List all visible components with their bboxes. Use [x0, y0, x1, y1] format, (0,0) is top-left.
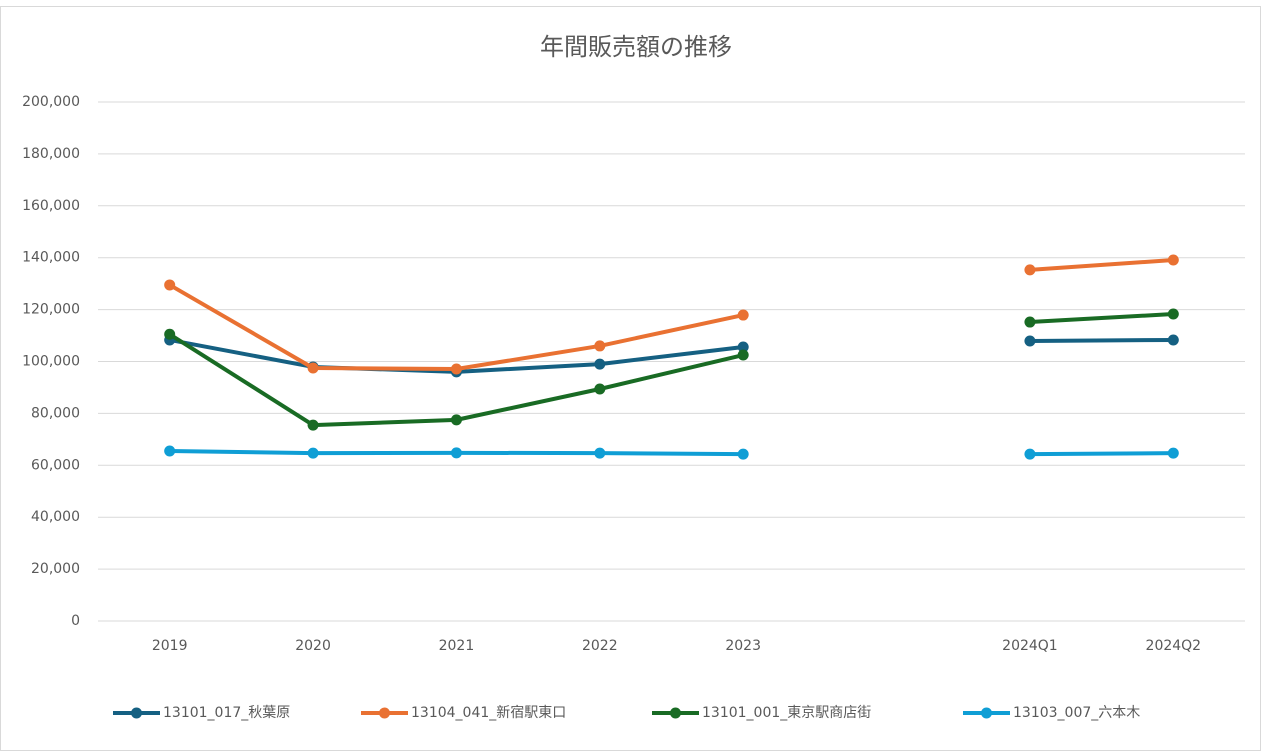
- point: [1167, 308, 1179, 320]
- y-tick-label: 100,000: [22, 354, 80, 370]
- y-tick-label: 200,000: [22, 94, 80, 110]
- point: [164, 328, 176, 340]
- point: [307, 362, 319, 374]
- y-tick-label: 180,000: [22, 146, 80, 162]
- series-line: [1029, 337, 1174, 343]
- point: [1024, 448, 1036, 460]
- point: [164, 445, 176, 457]
- x-tick-label: 2024Q1: [1002, 638, 1058, 654]
- point: [594, 358, 606, 370]
- y-tick-label: 140,000: [22, 250, 80, 266]
- legend-marker: [981, 707, 992, 719]
- point: [307, 419, 319, 431]
- y-tick-label: 40,000: [31, 509, 80, 525]
- y-tick-label: 160,000: [22, 198, 80, 214]
- y-tick-label: 80,000: [31, 405, 80, 421]
- chart-title: 年間販売額の推移: [540, 33, 732, 61]
- point: [737, 448, 749, 460]
- point: [594, 340, 606, 352]
- point: [737, 309, 749, 321]
- point: [737, 349, 749, 361]
- x-tick-label: 2019: [152, 638, 188, 654]
- point: [450, 363, 462, 375]
- y-tick-label: 0: [71, 613, 80, 629]
- point: [594, 383, 606, 395]
- x-tick-label: 2023: [725, 638, 761, 654]
- y-tick-label: 60,000: [31, 457, 80, 473]
- point: [1024, 335, 1036, 347]
- series-line: [1029, 258, 1174, 272]
- legend-marker: [131, 707, 142, 719]
- legend-marker: [379, 707, 390, 719]
- point: [450, 447, 462, 459]
- x-tick-label: 2021: [439, 638, 475, 654]
- legend-marker: [670, 707, 681, 719]
- point: [307, 447, 319, 459]
- point: [1167, 334, 1179, 346]
- point: [1024, 264, 1036, 276]
- series-line: [1029, 312, 1174, 325]
- legend-label: 13101_001_東京駅商店街: [702, 705, 871, 721]
- y-tick-label: 20,000: [31, 561, 80, 577]
- x-tick-label: 2024Q2: [1146, 638, 1202, 654]
- x-tick-label: 2020: [295, 638, 331, 654]
- point: [594, 447, 606, 459]
- y-tick-label: 120,000: [22, 302, 80, 318]
- x-tick-label: 2022: [582, 638, 618, 654]
- point: [1024, 316, 1036, 328]
- point: [1167, 254, 1179, 266]
- series-line: [1029, 451, 1174, 457]
- legend-label: 13104_041_新宿駅東口: [411, 704, 566, 721]
- point: [164, 279, 176, 291]
- legend-label: 13101_017_秋葉原: [163, 705, 290, 721]
- chart-border: [0, 6, 1261, 751]
- point: [450, 414, 462, 426]
- point: [737, 341, 749, 353]
- legend-label: 13103_007_六本木: [1013, 705, 1140, 721]
- point: [1167, 447, 1179, 459]
